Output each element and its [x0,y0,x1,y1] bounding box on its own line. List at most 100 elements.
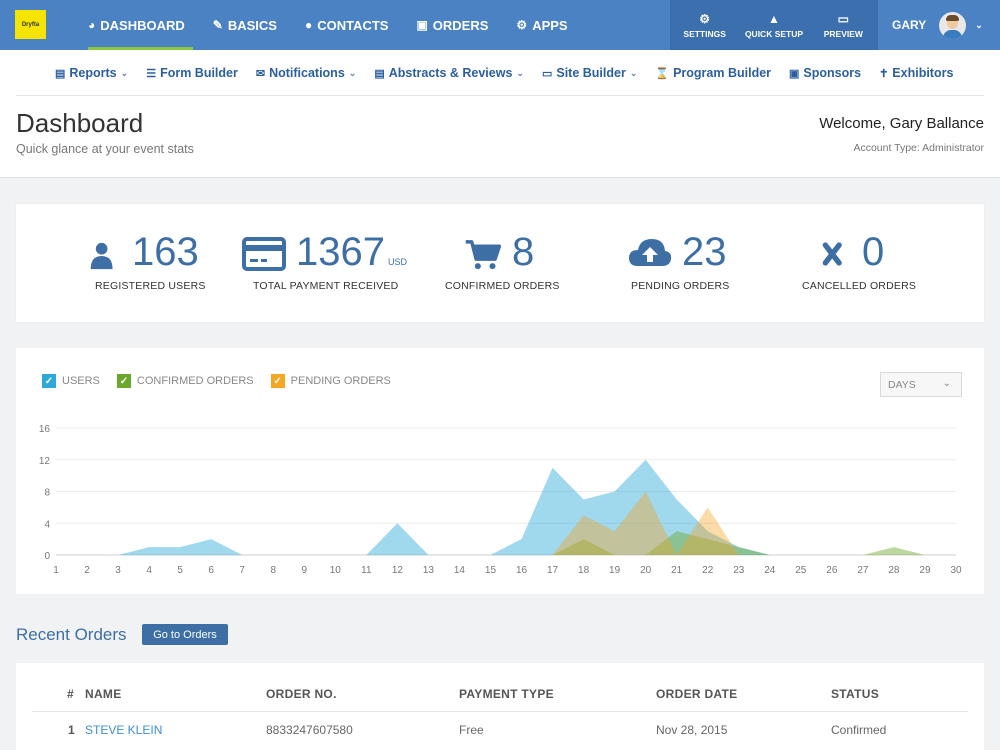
subnav-form-builder[interactable]: ☰ Form Builder [146,66,238,80]
x-tick-label: 24 [764,565,776,576]
main-nav: ◕ DASHBOARD ✎ BASICS ● CONTACTS ▣ ORDERS… [80,0,588,50]
cart-icon: ▣ [416,18,428,32]
subnav-program-builder[interactable]: ⌛ Program Builder [655,66,771,80]
stat-label: CONFIRMED ORDERS [445,280,560,292]
column-header-payment-type[interactable]: PAYMENT TYPE [459,687,554,701]
nav-dashboard[interactable]: ◕ DASHBOARD [80,0,193,50]
megaphone-icon: ✎ [212,18,223,32]
stat-value: 1367 [296,230,385,274]
divider [32,711,968,712]
x-tick-label: 28 [888,565,900,576]
payment-type: Free [459,723,484,737]
stat-value: 8 [512,230,535,274]
recent-orders-title: Recent Orders [16,625,127,644]
x-tick-label: 22 [702,565,714,576]
column-header-order-no[interactable]: ORDER NO. [266,687,337,701]
subnav-sponsors-label: Sponsors [803,66,862,80]
chevron-down-icon: ⌄ [516,67,524,78]
subnav-exhibitors-label: Exhibitors [892,66,954,80]
x-tick-label: 1 [53,565,59,576]
x-tick-label: 6 [208,565,214,576]
subnav-exhibitors[interactable]: ✝ Exhibitors [879,66,953,80]
x-tick-label: 7 [239,565,245,576]
dryfta-logo[interactable]: Dryfta [15,10,46,39]
subnav-reports[interactable]: ▤ Reports ⌄ [55,66,128,80]
nav-basics-label: BASICS [227,17,277,33]
x-tick-label: 9 [301,565,307,576]
column-header-name[interactable]: NAME [85,687,122,701]
quick-setup-button[interactable]: ▲ QUICK SETUP [739,0,808,50]
column-header-status[interactable]: STATUS [831,687,880,701]
badge-icon: ▣ [789,67,800,80]
go-to-orders-button[interactable]: Go to Orders [142,624,228,645]
legend-label: USERS [62,375,100,387]
legend-pending-toggle[interactable]: ✓ PENDING ORDERS [270,374,391,388]
nav-apps-label: APPS [532,17,568,33]
x-tick-label: 12 [392,565,404,576]
settings-button[interactable]: ⚙ SETTINGS [670,0,739,50]
page-title: Dashboard [16,108,144,138]
x-tick-label: 18 [578,565,590,576]
checkbox-checked-icon: ✓ [270,374,285,388]
rocket-icon: ▲ [768,11,780,26]
series-area-confirmed-orders [56,531,956,555]
nav-basics[interactable]: ✎ BASICS [205,0,285,50]
nav-apps[interactable]: ⚙ APPS [508,0,575,50]
stat-label: PENDING ORDERS [631,280,730,292]
x-tick-label: 21 [671,565,683,576]
recent-orders-table: # NAME ORDER NO. PAYMENT TYPE ORDER DATE… [16,663,984,750]
subnav-notifications-label: Notifications [269,66,345,80]
order-status: Confirmed [831,723,887,737]
legend-label: CONFIRMED ORDERS [136,375,254,387]
x-tick-label: 23 [733,565,745,576]
legend-confirmed-toggle[interactable]: ✓ CONFIRMED ORDERS [116,374,254,388]
x-tick-label: 30 [950,565,962,576]
subnav-sponsors[interactable]: ▣ Sponsors [789,66,861,80]
legend-users-toggle[interactable]: ✓ USERS [42,374,100,388]
avatar [939,11,967,39]
stat-value: 0 [862,230,885,274]
period-select[interactable]: DAYS ⌄ [880,372,962,397]
x-tick-label: 3 [115,565,121,576]
welcome-text: Welcome, Gary Ballance [819,115,984,132]
customer-name-link[interactable]: STEVE KLEIN [85,723,163,737]
nav-orders[interactable]: ▣ ORDERS [408,0,496,50]
x-tick-label: 2 [84,565,90,576]
order-number: 8833247607580 [266,723,353,737]
stat-label: REGISTERED USERS [95,280,206,292]
monitor-icon: ▭ [837,11,849,26]
column-header-order-date[interactable]: ORDER DATE [656,687,738,701]
stat-value: 23 [682,230,727,274]
user-menu[interactable]: GARY ⌄ [892,10,983,40]
x-tick-label: 26 [826,565,838,576]
order-date: Nov 28, 2015 [656,723,728,737]
report-icon: ▤ [55,67,66,80]
preview-button[interactable]: ▭ PREVIEW [809,0,878,50]
user-icon [90,242,113,270]
subnav-abstracts[interactable]: ▤ Abstracts & Reviews ⌄ [374,66,524,80]
document-icon: ▤ [374,67,385,80]
quick-setup-label: QUICK SETUP [744,28,804,39]
stat-value: 163 [132,230,199,274]
subnav-notifications[interactable]: ✉ Notifications ⌄ [256,66,356,80]
subnav-site-builder[interactable]: ▭ Site Builder ⌄ [542,66,637,80]
checkbox-checked-icon: ✓ [116,374,131,388]
y-tick-label: 0 [44,551,50,562]
x-tick-label: 8 [270,565,276,576]
preview-label: PREVIEW [823,28,863,39]
chart-legend: ✓ USERS ✓ CONFIRMED ORDERS ✓ PENDING ORD… [42,374,408,388]
x-tick-label: 16 [516,565,528,576]
x-tick-label: 5 [177,565,183,576]
y-tick-label: 12 [39,456,51,467]
dashboard-gauge-icon: ◕ [88,18,96,32]
x-tick-label: 10 [330,565,342,576]
x-tick-label: 17 [547,565,559,576]
nav-contacts[interactable]: ● CONTACTS [297,0,397,50]
y-tick-label: 8 [44,488,50,499]
stat-unit: USD [387,257,407,267]
cart-icon [465,240,502,270]
laptop-icon: ▭ [541,67,553,80]
nav-orders-label: ORDERS [432,17,489,33]
divider [16,95,984,96]
